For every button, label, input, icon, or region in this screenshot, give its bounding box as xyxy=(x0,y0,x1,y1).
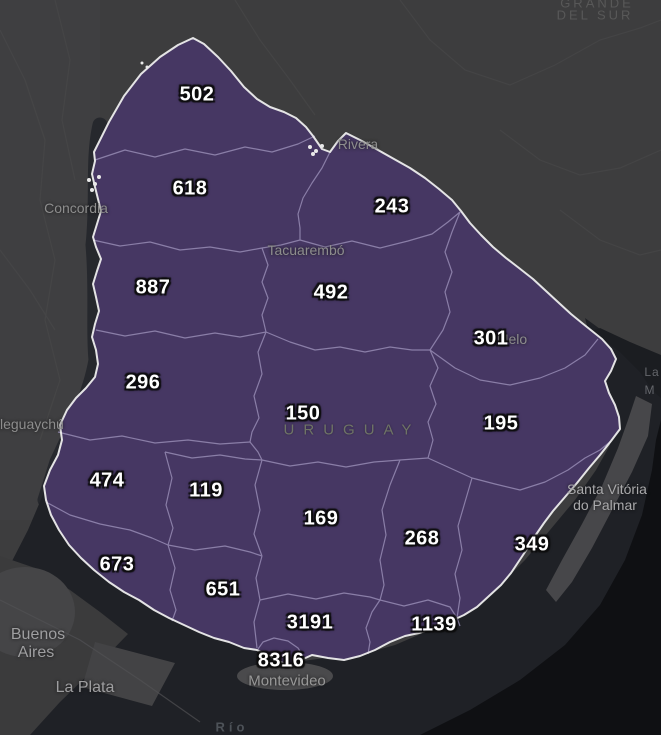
laguna-merin xyxy=(592,328,661,398)
coastal-strip xyxy=(546,396,652,602)
rio-de-la-plata xyxy=(0,318,661,735)
atlantic-ocean xyxy=(420,420,661,735)
montevideo-urban xyxy=(237,662,333,690)
coastal-road xyxy=(0,599,201,723)
road-lines xyxy=(0,0,661,440)
buenos-aires-urban xyxy=(0,567,75,657)
country-outline xyxy=(43,37,621,668)
department-borders xyxy=(45,135,612,657)
city-marker-dots xyxy=(87,61,324,192)
uruguay-choropleth[interactable] xyxy=(44,38,620,667)
la-plata-urban xyxy=(82,642,175,706)
